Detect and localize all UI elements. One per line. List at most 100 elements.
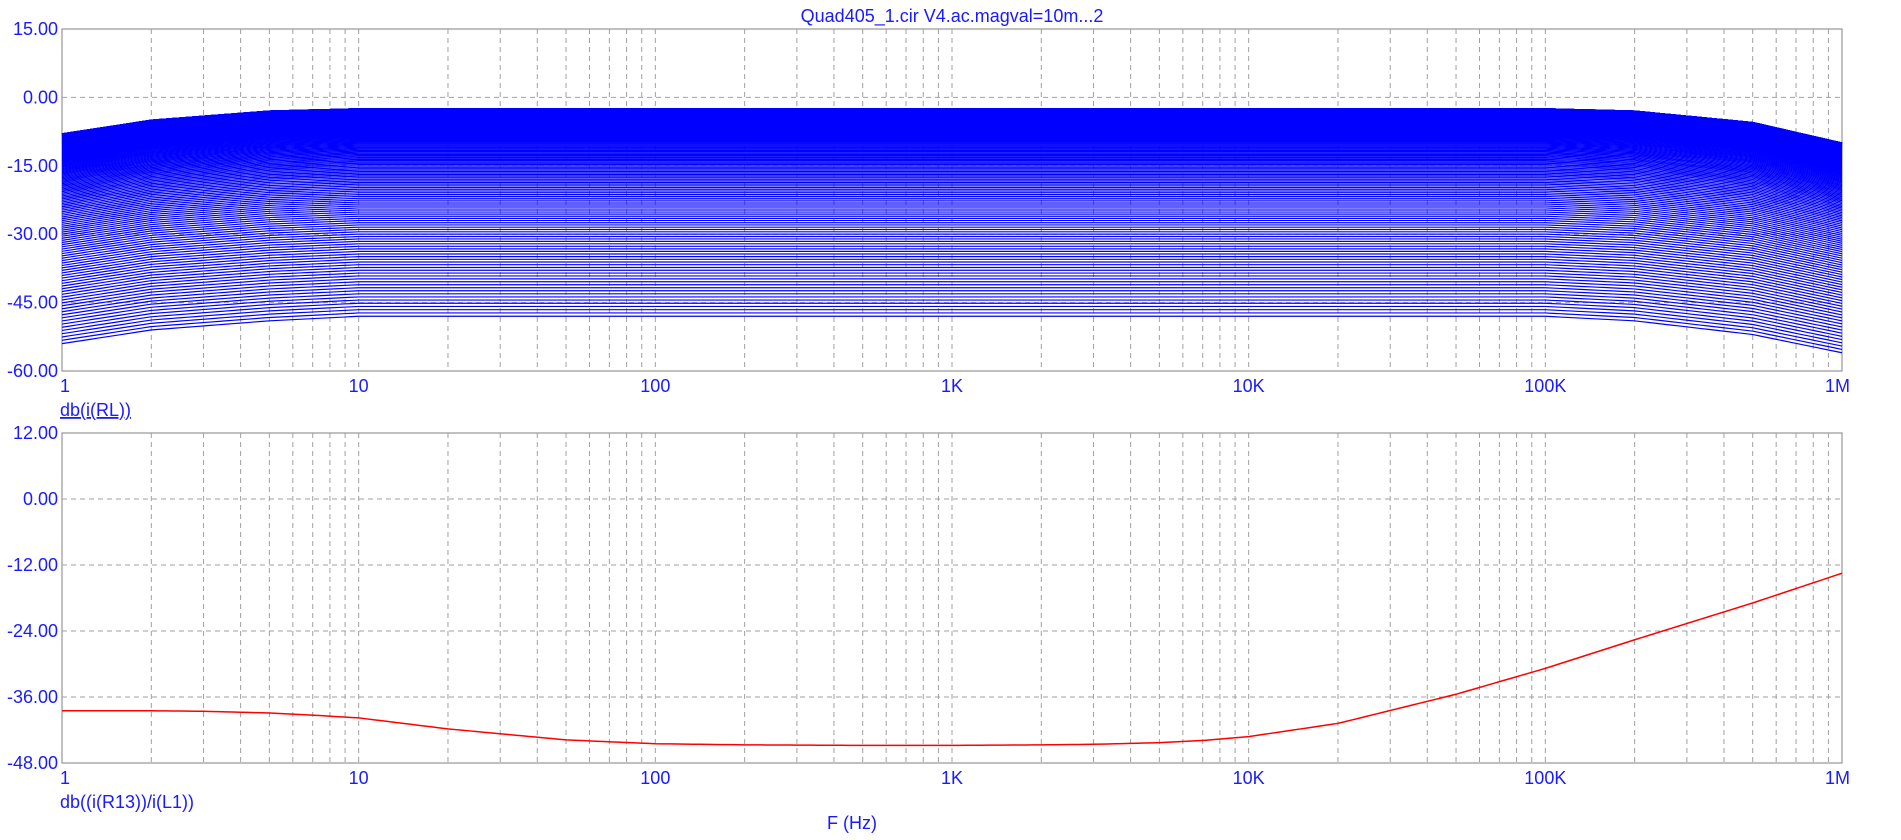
bottom-trace-label[interactable]: db((i(R13))/i(L1)) bbox=[60, 792, 194, 812]
bottom-series bbox=[62, 572, 1843, 747]
series-line bbox=[61, 253, 1843, 291]
series-line bbox=[61, 141, 1843, 177]
series-line bbox=[62, 572, 1843, 747]
series-line bbox=[61, 125, 1843, 161]
series-line bbox=[61, 213, 1843, 251]
x-tick-label: 10K bbox=[1233, 376, 1265, 396]
series-line bbox=[61, 186, 1843, 224]
series-line bbox=[61, 233, 1843, 271]
series-line bbox=[61, 309, 1843, 347]
series-line bbox=[61, 258, 1843, 296]
series-line bbox=[61, 243, 1843, 281]
series-line bbox=[61, 126, 1843, 162]
series-line bbox=[61, 219, 1843, 257]
series-line bbox=[61, 151, 1843, 188]
series-line bbox=[61, 195, 1843, 233]
series-line bbox=[61, 224, 1843, 262]
series-line bbox=[61, 149, 1843, 186]
series-line bbox=[61, 148, 1843, 185]
series-line bbox=[61, 296, 1843, 334]
y-tick-label: 0.00 bbox=[23, 489, 58, 509]
series-line bbox=[61, 129, 1843, 166]
series-line bbox=[61, 158, 1843, 195]
series-line bbox=[61, 135, 1843, 171]
series-line bbox=[61, 284, 1843, 322]
y-tick-label: -60.00 bbox=[7, 361, 58, 381]
bottom-grid bbox=[62, 433, 1842, 763]
x-tick-label: 1M bbox=[1825, 376, 1850, 396]
series-line bbox=[61, 146, 1843, 182]
x-tick-label: 10 bbox=[349, 768, 369, 788]
series-line bbox=[61, 145, 1843, 181]
series-line bbox=[61, 269, 1843, 307]
series-line bbox=[61, 275, 1843, 313]
series-line bbox=[61, 156, 1843, 193]
series-line bbox=[61, 155, 1843, 191]
top-trace-label[interactable]: db(i(RL)) bbox=[60, 400, 131, 420]
series-line bbox=[61, 211, 1843, 248]
x-tick-label: 1K bbox=[941, 768, 963, 788]
series-line bbox=[61, 137, 1843, 174]
series-line bbox=[61, 201, 1843, 238]
series-line bbox=[61, 180, 1843, 217]
series-line bbox=[61, 177, 1843, 214]
top-y-tick-labels: 15.00 0.00 -15.00 -30.00 -45.00 -60.00 bbox=[7, 19, 58, 381]
series-line bbox=[61, 287, 1843, 325]
series-line bbox=[61, 281, 1843, 319]
series-line bbox=[61, 261, 1843, 299]
y-tick-label: -12.00 bbox=[7, 555, 58, 575]
series-line bbox=[61, 302, 1843, 341]
series-line bbox=[61, 231, 1843, 268]
x-tick-label: 1 bbox=[60, 376, 70, 396]
series-line bbox=[61, 129, 1843, 165]
y-tick-label: -24.00 bbox=[7, 621, 58, 641]
series-line bbox=[61, 222, 1843, 259]
series-line bbox=[61, 305, 1843, 344]
series-line bbox=[61, 165, 1843, 202]
series-line bbox=[61, 128, 1843, 164]
series-line bbox=[61, 136, 1843, 173]
y-tick-label: 0.00 bbox=[23, 87, 58, 107]
series-line bbox=[61, 240, 1843, 278]
series-line bbox=[61, 238, 1843, 276]
x-tick-label: 100 bbox=[640, 376, 670, 396]
series-line bbox=[61, 312, 1843, 350]
series-line bbox=[61, 278, 1843, 316]
series-line bbox=[61, 125, 1843, 162]
series-line bbox=[61, 209, 1843, 246]
x-tick-label: 10 bbox=[349, 376, 369, 396]
series-line bbox=[61, 134, 1843, 170]
series-line bbox=[61, 299, 1843, 337]
series-line bbox=[61, 161, 1843, 198]
series-line bbox=[61, 147, 1843, 183]
x-tick-label: 1M bbox=[1825, 768, 1850, 788]
series-line bbox=[61, 157, 1843, 194]
y-tick-label: -30.00 bbox=[7, 224, 58, 244]
series-line bbox=[61, 169, 1843, 206]
y-tick-label: 15.00 bbox=[13, 19, 58, 39]
series-line bbox=[61, 215, 1843, 253]
series-line bbox=[61, 143, 1843, 179]
series-line bbox=[61, 188, 1843, 225]
x-tick-label: 100 bbox=[640, 768, 670, 788]
series-line bbox=[61, 293, 1843, 331]
top-x-tick-labels: 1 10 100 1K 10K 100K 1M bbox=[60, 376, 1850, 396]
y-tick-label: -45.00 bbox=[7, 293, 58, 313]
series-line bbox=[61, 272, 1843, 310]
y-tick-label: -48.00 bbox=[7, 753, 58, 773]
series-line bbox=[61, 142, 1843, 178]
series-line bbox=[61, 256, 1843, 294]
series-line bbox=[61, 207, 1843, 244]
series-line bbox=[61, 290, 1843, 328]
series-line bbox=[61, 139, 1843, 176]
series-line bbox=[61, 197, 1843, 235]
series-line bbox=[61, 226, 1843, 264]
series-line bbox=[61, 183, 1843, 220]
series-line bbox=[61, 193, 1843, 231]
x-tick-label: 1K bbox=[941, 376, 963, 396]
series-line bbox=[61, 178, 1843, 215]
series-line bbox=[61, 199, 1843, 236]
top-panel: 15.00 0.00 -15.00 -30.00 -45.00 -60.00 1 10 100… bbox=[7, 19, 1850, 420]
series-line bbox=[61, 172, 1843, 209]
series-line bbox=[61, 163, 1843, 200]
